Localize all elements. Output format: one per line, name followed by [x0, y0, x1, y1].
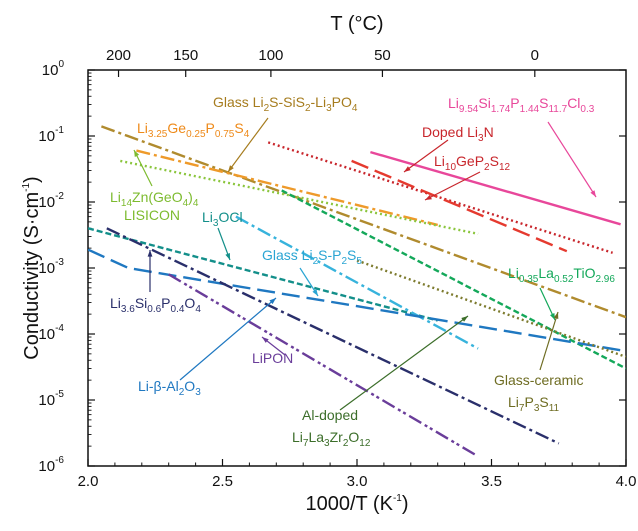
series-line	[235, 215, 479, 350]
x-tick-label: 3.5	[481, 473, 502, 490]
annotation-arrowhead	[590, 190, 596, 197]
top-tick-label: 50	[374, 47, 391, 64]
annotation-arrowhead	[553, 312, 559, 319]
annotation-arrowhead	[225, 253, 230, 260]
series-label-alumina: Li-β-Al2O3	[138, 378, 201, 398]
series-label-li3ocl: Li3OCl	[202, 209, 243, 229]
series-label-thio: Li3.25Ge0.25P0.75S4	[137, 120, 250, 140]
annotation-arrow	[339, 315, 469, 411]
x-tick-label: 2.0	[78, 473, 99, 490]
series-line	[88, 248, 626, 353]
annotation-arrowhead	[550, 313, 555, 320]
y-axis-label: Conductivity (S·cm-1)	[21, 176, 43, 359]
top-tick-label: 0	[531, 47, 539, 64]
series-label-doped_li3n: Doped Li3N	[422, 124, 494, 144]
top-tick-label: 200	[106, 47, 131, 64]
series-label-lisicon2: LISICON	[124, 207, 180, 223]
annotation-arrow	[424, 171, 481, 201]
annotation-arrowhead	[147, 250, 153, 257]
series-label-lisipo: Li3.6Si0.6P0.4O4	[110, 295, 201, 315]
series-label-gc2: Li7P3S11	[508, 394, 560, 414]
x-tick-label: 4.0	[616, 473, 637, 490]
series-label-glass_p2s5: Glass Li2S-P2S5	[262, 247, 362, 267]
annotation-arrowhead	[269, 298, 276, 305]
series-line	[370, 150, 621, 226]
series-label-glass_sis2: Glass Li2S-SiS2-Li3PO4	[213, 94, 358, 114]
annotation-arrowhead	[425, 194, 432, 200]
annotation-arrow	[547, 121, 597, 198]
y-tick-label: 100	[42, 59, 65, 79]
top-tick-label: 150	[173, 47, 198, 64]
series-line	[100, 125, 626, 319]
y-tick-label: 10-1	[38, 125, 64, 145]
series-line	[120, 159, 479, 235]
annotation-arrowhead	[461, 316, 468, 322]
series-label-lgps_cl: Li9.54Si1.74P1.44S11.7Cl0.3	[448, 95, 595, 115]
top-tick-label: 100	[258, 47, 283, 64]
y-tick-label: 10-4	[38, 323, 64, 343]
series-line	[88, 227, 439, 322]
y-tick-label: 10-3	[38, 257, 64, 277]
annotation-arrow	[539, 311, 559, 371]
annotation-arrowhead	[262, 337, 269, 343]
x-tick-label: 3.0	[347, 473, 368, 490]
annotation-arrow	[227, 117, 269, 173]
series-label-llzo1: Al-doped	[302, 407, 358, 423]
annotation-arrowhead	[228, 165, 234, 172]
annotation-arrow	[403, 139, 449, 173]
y-tick-label: 10-5	[38, 389, 64, 409]
series-label-lisicon1: Li14Zn(GeO4)4	[110, 189, 199, 209]
annotation-arrow	[179, 297, 277, 381]
x-tick-label: 2.5	[212, 473, 233, 490]
x-axis-label: 1000/T (K-1)	[305, 493, 408, 515]
y-tick-label: 10-6	[38, 455, 64, 475]
annotation-arrow	[133, 149, 153, 187]
series-label-lgps: Li10GeP2S12	[434, 153, 511, 173]
series-line	[281, 189, 626, 370]
series-label-gc1: Glass-ceramic	[494, 372, 583, 388]
series-label-lipon: LiPON	[252, 350, 293, 366]
series-label-llzo2: Li7La3Zr2O12	[292, 429, 371, 449]
annotation-arrowhead	[134, 150, 140, 157]
series-line	[136, 149, 438, 227]
top-axis-label: T (°C)	[330, 13, 383, 35]
series-line	[168, 273, 479, 458]
series-line	[106, 227, 560, 445]
annotation-arrowhead	[312, 289, 318, 296]
y-tick-label: 10-2	[38, 191, 64, 211]
annotation-arrowhead	[404, 166, 411, 172]
series-line	[267, 141, 613, 254]
series-label-llto: Li0.35La0.52TiO2.96	[508, 265, 615, 285]
series-line	[351, 159, 568, 253]
